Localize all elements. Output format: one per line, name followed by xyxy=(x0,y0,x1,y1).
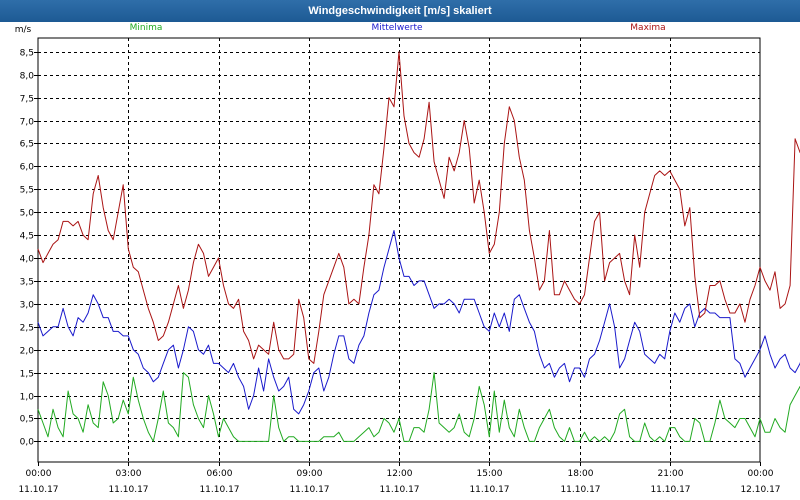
legend-maxima: Maxima xyxy=(630,23,665,33)
x-tick-date: 11.10.17 xyxy=(199,485,239,495)
y-tick-label: 0,5 xyxy=(20,415,34,425)
x-tick-time: 09:00 xyxy=(297,469,323,479)
x-tick-time: 15:00 xyxy=(477,469,503,479)
x-tick-time: 03:00 xyxy=(116,469,142,479)
series-line-maxima xyxy=(37,51,800,364)
y-tick-label: 8,5 xyxy=(20,49,34,59)
x-tick-date: 11.10.17 xyxy=(650,485,690,495)
y-tick-label: 1,0 xyxy=(20,393,35,403)
series-line-minima xyxy=(37,372,800,442)
x-tick-time: 12:00 xyxy=(387,469,413,479)
window-titlebar: Windgeschwindigkeit [m/s] skaliert xyxy=(0,0,800,22)
y-tick-label: 0,0 xyxy=(20,438,35,448)
x-tick-date: 11.10.17 xyxy=(469,485,509,495)
y-tick-label: 2,5 xyxy=(20,324,34,334)
y-tick-label: 5,0 xyxy=(20,209,35,219)
y-tick-label: 5,5 xyxy=(20,186,34,196)
y-tick-label: 4,0 xyxy=(20,255,35,265)
x-tick-time: 18:00 xyxy=(568,469,594,479)
x-tick-date: 11.10.17 xyxy=(560,485,600,495)
y-tick-label: 3,0 xyxy=(20,301,35,311)
series-line-mittelwerte xyxy=(37,230,800,415)
x-tick-time: 00:00 xyxy=(748,469,774,479)
x-tick-time: 21:00 xyxy=(658,469,684,479)
y-axis-label: m/s xyxy=(15,25,32,35)
x-tick-date: 11.10.17 xyxy=(289,485,329,495)
y-tick-label: 4,5 xyxy=(20,232,34,242)
y-tick-label: 7,0 xyxy=(20,118,35,128)
y-tick-label: 6,5 xyxy=(20,140,34,150)
y-tick-label: 1,5 xyxy=(20,370,34,380)
y-tick-label: 7,5 xyxy=(20,95,34,105)
x-tick-date: 11.10.17 xyxy=(18,485,58,495)
y-tick-label: 3,5 xyxy=(20,278,34,288)
x-tick-time: 00:00 xyxy=(26,469,52,479)
y-tick-label: 8,0 xyxy=(20,72,35,82)
y-tick-label: 6,0 xyxy=(20,163,35,173)
x-tick-date: 11.10.17 xyxy=(379,485,419,495)
x-tick-date: 12.10.17 xyxy=(740,485,780,495)
legend-minima: Minima xyxy=(130,23,163,33)
wind-speed-chart: 0,0 0,5 1,0 1,5 2,0 2,5 3,0 3,5 4,0 4,5 5,0 5,5 6,0 6… xyxy=(15,23,800,495)
legend-mittelwerte: Mittelwerte xyxy=(371,23,422,33)
y-tick-label: 2,0 xyxy=(20,347,35,357)
x-tick-date: 11.10.17 xyxy=(108,485,148,495)
window-title: Windgeschwindigkeit [m/s] skaliert xyxy=(308,5,492,17)
x-tick-time: 06:00 xyxy=(207,469,233,479)
